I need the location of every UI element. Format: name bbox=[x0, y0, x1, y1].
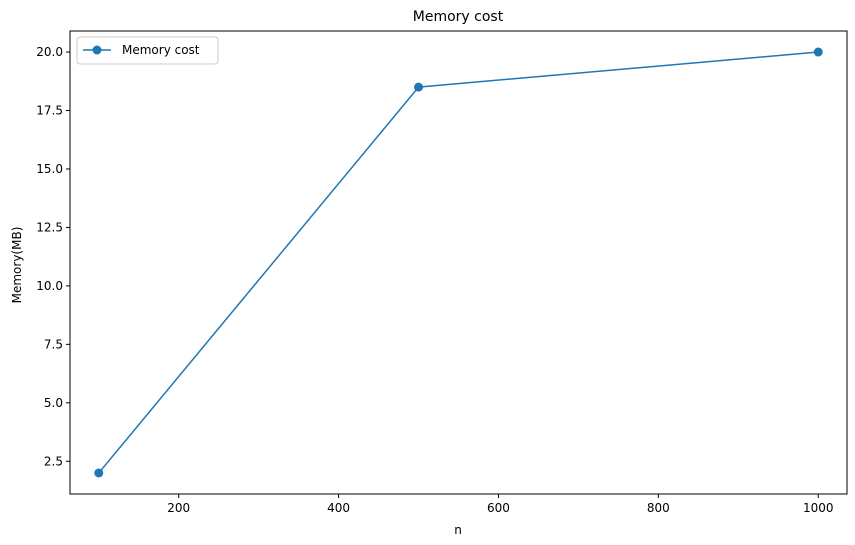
x-tick-label: 600 bbox=[487, 501, 510, 515]
y-tick-label: 20.0 bbox=[36, 45, 63, 59]
axes-frame bbox=[69, 30, 848, 495]
legend-frame bbox=[76, 36, 219, 65]
y-tick-label: 12.5 bbox=[36, 220, 63, 234]
y-tick-label: 2.5 bbox=[44, 454, 63, 468]
x-axis-ticks: 200 400 600 800 1000 bbox=[167, 494, 833, 515]
y-tick-label: 7.5 bbox=[44, 337, 63, 351]
y-tick-label: 15.0 bbox=[36, 162, 63, 176]
y-tick-label: 10.0 bbox=[36, 279, 63, 293]
data-point bbox=[414, 82, 424, 92]
x-tick-label: 1000 bbox=[803, 501, 834, 515]
x-tick-label: 400 bbox=[327, 501, 350, 515]
data-point bbox=[813, 47, 823, 57]
plot-area bbox=[69, 30, 848, 495]
y-axis-ticks: 2.5 5.0 7.5 10.0 12.5 15.0 17.5 20.0 bbox=[36, 45, 70, 468]
y-tick-label: 5.0 bbox=[44, 396, 63, 410]
x-tick-label: 200 bbox=[167, 501, 190, 515]
legend-label: Memory cost bbox=[122, 43, 200, 57]
legend: Memory cost bbox=[76, 36, 219, 65]
y-tick-label: 17.5 bbox=[36, 104, 63, 118]
x-axis-title: n bbox=[454, 523, 462, 537]
y-axis-title: Memory(MB) bbox=[10, 227, 24, 304]
legend-marker bbox=[92, 45, 102, 55]
data-point bbox=[94, 468, 104, 478]
x-tick-label: 800 bbox=[647, 501, 670, 515]
chart-title: Memory cost bbox=[413, 9, 504, 25]
